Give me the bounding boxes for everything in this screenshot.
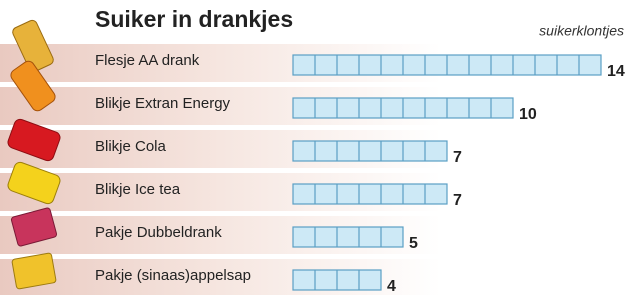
unit-label: suikerklontjes xyxy=(539,23,624,39)
bar xyxy=(293,184,447,204)
value-label: 7 xyxy=(453,192,462,209)
value-label: 5 xyxy=(409,235,418,252)
category-label: Flesje AA drank xyxy=(95,52,200,69)
value-label: 7 xyxy=(453,149,462,166)
category-label: Blikje Ice tea xyxy=(95,181,181,198)
chart-title: Suiker in drankjes xyxy=(95,6,293,32)
value-label: 4 xyxy=(387,278,396,295)
bar xyxy=(293,141,447,161)
value-label: 14 xyxy=(607,63,625,80)
category-label: Blikje Cola xyxy=(95,138,167,155)
category-label: Blikje Extran Energy xyxy=(95,95,231,112)
value-label: 10 xyxy=(519,106,537,123)
bar xyxy=(293,227,403,247)
category-label: Pakje (sinaas)appelsap xyxy=(95,267,251,284)
category-label: Pakje Dubbeldrank xyxy=(95,224,222,241)
row-bands xyxy=(0,44,630,295)
chart: Suiker in drankjes suikerklontjes Flesje… xyxy=(0,0,630,295)
